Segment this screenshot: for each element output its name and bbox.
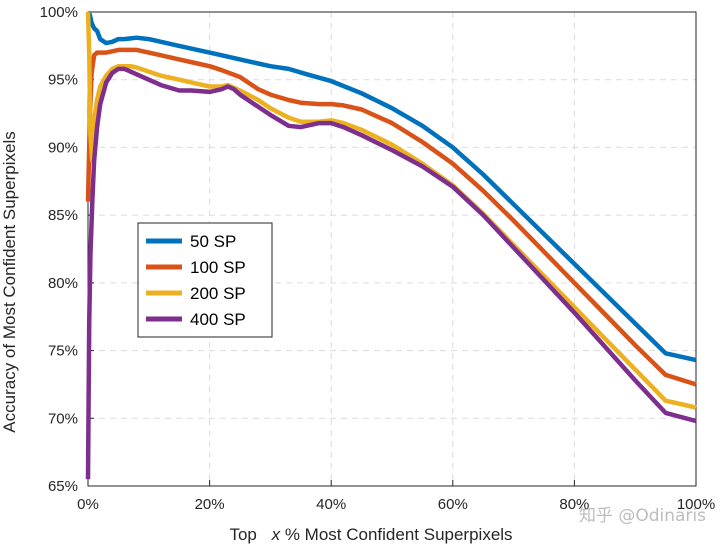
y-tick-label: 95% <box>48 72 78 89</box>
legend-label-2: 100 SP <box>190 258 246 277</box>
x-axis-label-variable: x <box>271 525 281 544</box>
x-axis-label-prefix: Top <box>229 525 256 544</box>
y-tick-label: 85% <box>48 207 78 224</box>
x-tick-label: 40% <box>316 496 346 513</box>
legend-label-4: 400 SP <box>190 310 246 329</box>
y-tick-label: 65% <box>48 478 78 495</box>
y-tick-label: 80% <box>48 275 78 292</box>
y-axis-label: Accuracy of Most Confident Superpixels <box>0 131 19 432</box>
y-tick-label: 70% <box>48 410 78 427</box>
x-axis-label: Top x % Most Confident Superpixels <box>229 525 512 544</box>
y-tick-label: 100% <box>40 4 78 21</box>
x-axis-label-suffix: % Most Confident Superpixels <box>285 525 513 544</box>
x-tick-label: 100% <box>677 496 715 513</box>
legend-label-3: 200 SP <box>190 284 246 303</box>
x-tick-label: 0% <box>77 496 99 513</box>
series-line-4 <box>85 66 697 480</box>
series-line-1 <box>86 10 697 363</box>
y-tick-label: 75% <box>48 343 78 360</box>
x-tick-label: 60% <box>438 496 468 513</box>
legend: 50 SP 100 SP 200 SP 400 SP <box>137 222 273 338</box>
watermark: 知乎 @Odinaris <box>579 506 706 526</box>
y-tick-label: 90% <box>48 139 78 156</box>
series-line-2 <box>85 47 697 387</box>
plot-area <box>87 11 697 487</box>
x-tick-label: 20% <box>195 496 225 513</box>
axis-ticks: 0% 20% 40% 60% 80% 100% 65% 70% 75% 80% 85% 90% 95% 1… <box>40 4 716 513</box>
x-tick-label: 80% <box>559 496 589 513</box>
legend-label-1: 50 SP <box>190 232 236 251</box>
series-lines <box>85 10 697 480</box>
